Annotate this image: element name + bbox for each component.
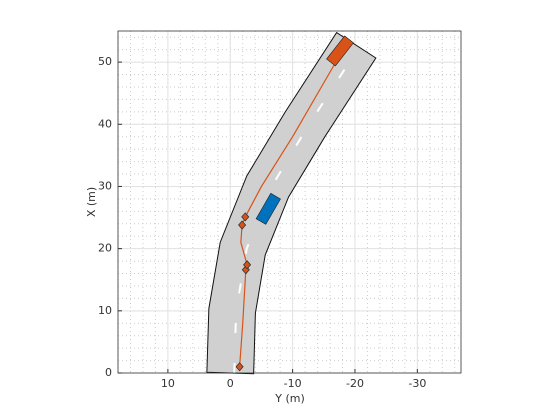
waypoint: [235, 362, 244, 372]
waypoint: [238, 220, 247, 230]
x-tick-label: 10: [161, 377, 175, 390]
vehicle: [255, 192, 281, 225]
y-tick-label: 50: [98, 55, 112, 68]
x-tick-label: 0: [227, 377, 234, 390]
axes-box: [117, 30, 462, 374]
y-tick-label: 0: [105, 366, 112, 379]
vehicle: [326, 35, 354, 67]
y-tick-label: 20: [98, 242, 112, 255]
x-tick-label: -20: [346, 377, 364, 390]
x-tick-label: -30: [408, 377, 426, 390]
trajectory: [239, 55, 340, 367]
y-tick-label: 40: [98, 117, 112, 130]
y-tick-label: 30: [98, 179, 112, 192]
x-tick-label: -10: [284, 377, 302, 390]
road: [206, 31, 377, 375]
lane-marking: [233, 44, 362, 374]
y-tick-label: 10: [98, 304, 112, 317]
y-axis-label: X (m): [85, 187, 98, 217]
waypoint: [243, 260, 252, 270]
waypoint: [241, 212, 250, 222]
x-axis-label: Y (m): [274, 392, 305, 405]
